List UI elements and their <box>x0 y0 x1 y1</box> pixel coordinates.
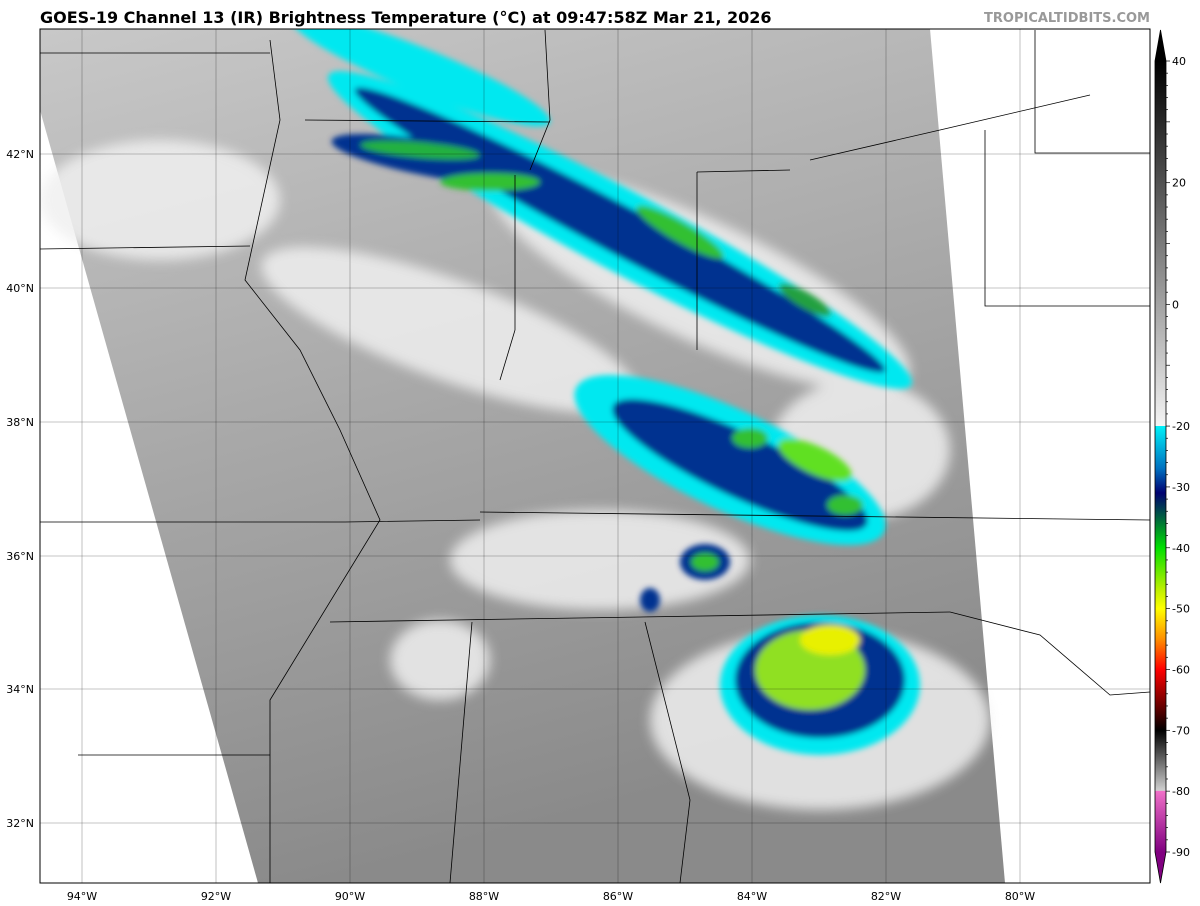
lon-label: 88°W <box>469 890 499 903</box>
colorbar-tick-label: 0 <box>1172 298 1179 311</box>
colorbar-gradient <box>1155 61 1166 852</box>
colorbar-tick-label: -70 <box>1172 724 1190 737</box>
lon-label: 94°W <box>67 890 97 903</box>
lon-label: 82°W <box>871 890 901 903</box>
lat-label: 36°N <box>6 550 34 563</box>
lon-label: 84°W <box>737 890 767 903</box>
lat-label: 42°N <box>6 148 34 161</box>
colorbar-tick-label: -80 <box>1172 785 1190 798</box>
imagery <box>40 29 1150 883</box>
colorbar-extend-max <box>1155 30 1166 61</box>
colorbar-extend-min <box>1155 852 1166 883</box>
colorbar-tick-label: -40 <box>1172 542 1190 555</box>
colorbar-tick-label: -90 <box>1172 846 1190 859</box>
colorbar-tick-label: -50 <box>1172 603 1190 616</box>
colorbar-tick-label: 20 <box>1172 177 1186 190</box>
colorbar: 40 20 0 -20 -30 -40 -50 -60 -70 -80 -90 <box>1154 29 1190 884</box>
lat-label: 38°N <box>6 416 34 429</box>
lat-label: 40°N <box>6 282 34 295</box>
lon-label: 92°W <box>201 890 231 903</box>
colorbar-tick-label: -20 <box>1172 420 1190 433</box>
state-borders <box>40 29 1150 883</box>
graticule <box>40 29 1150 883</box>
map-title: GOES-19 Channel 13 (IR) Brightness Tempe… <box>40 8 772 27</box>
lat-label: 34°N <box>6 683 34 696</box>
credit-watermark: TROPICALTIDBITS.COM <box>984 11 1150 26</box>
lat-label: 32°N <box>6 817 34 830</box>
colorbar-tick-label: 40 <box>1172 55 1186 68</box>
colorbar-tick-label: -60 <box>1172 663 1190 676</box>
lon-label: 90°W <box>335 890 365 903</box>
colorbar-tick-label: -30 <box>1172 481 1190 494</box>
convection-cold-tops <box>289 29 920 755</box>
lon-label: 80°W <box>1005 890 1035 903</box>
lon-label: 86°W <box>603 890 633 903</box>
